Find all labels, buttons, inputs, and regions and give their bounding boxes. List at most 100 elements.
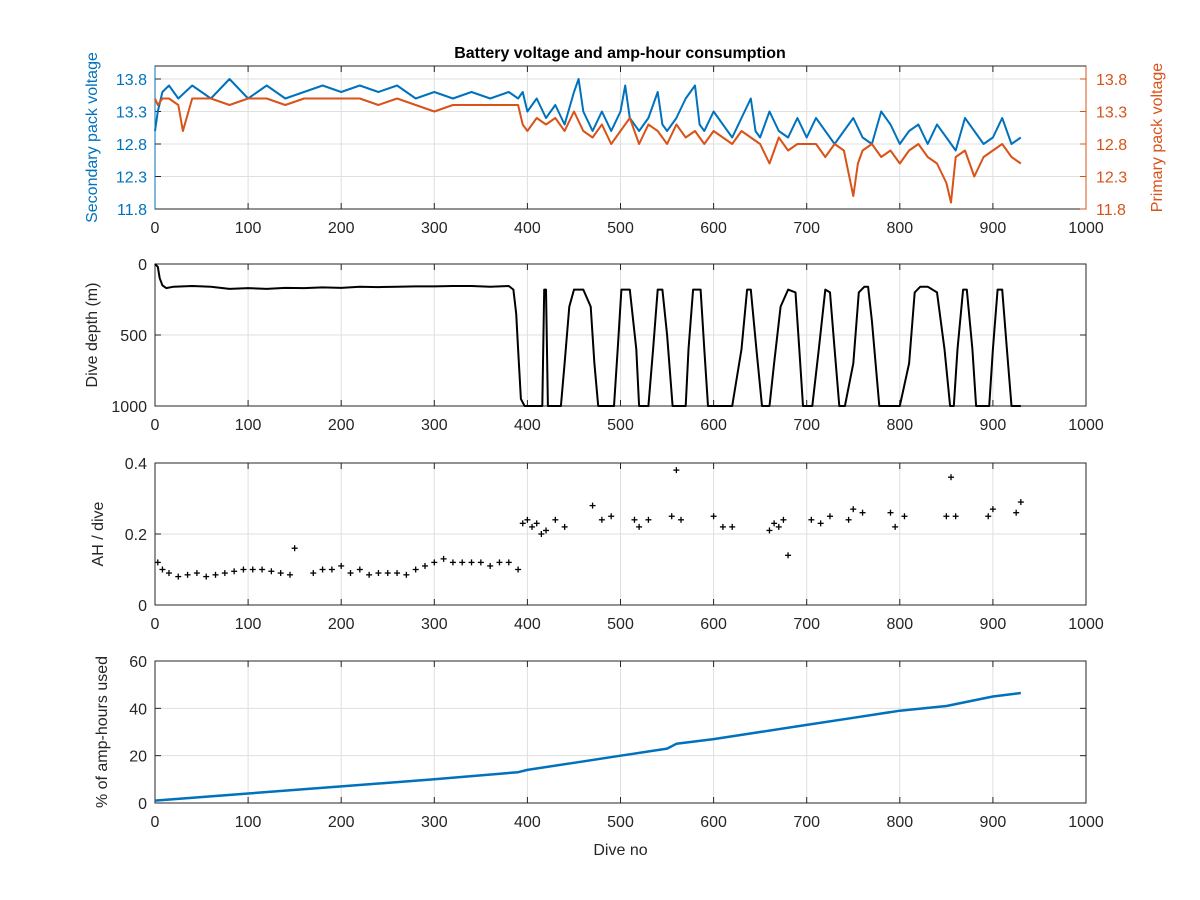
ah-point [449,559,456,566]
ah-point [468,559,475,566]
ah-point [887,509,894,516]
y-tick-label: 12.3 [116,170,147,187]
ah-point [375,570,382,577]
x-tick-label: 300 [421,616,448,633]
ah-point [394,570,401,577]
x-tick-label: 700 [793,616,820,633]
ah-point [203,573,210,580]
ah-point [892,523,899,530]
ah-point [356,566,363,573]
x-tick-label: 1000 [1068,417,1104,434]
ah-point [678,516,685,523]
ah-point [989,506,996,513]
ah-point [710,513,717,520]
primary-voltage-line [154,97,1022,204]
y-tick-label: 500 [120,328,147,345]
panel-2: 0 100 200 300 400 500 600 700 800 900 100005001000… [84,257,1104,434]
ah-point [543,527,550,534]
ah-point [552,516,559,523]
x-tick-label: 700 [793,417,820,434]
x-tick-label: 100 [235,417,262,434]
ah-point [477,559,484,566]
y-tick-label: 0.2 [125,527,147,544]
y-axis-label: % of amp-hours used [94,656,111,808]
x-tick-label: 400 [514,814,541,831]
x-tick-label: 400 [514,417,541,434]
ah-point [184,571,191,578]
ah-point [519,520,526,527]
panel-1: 0 100 200 300 400 500 600 700 800 900 100011.812.3… [84,52,1166,237]
y-axis-label-left: Secondary pack voltage [84,52,101,223]
secondary-voltage-line [154,78,1022,152]
ah-point [319,566,326,573]
ah-point [1013,509,1020,516]
ah-point [766,527,773,534]
ah-point [631,516,638,523]
x-tick-label: 900 [980,220,1007,237]
ah-point [221,570,228,577]
ah-point [175,573,182,580]
ah-point [384,570,391,577]
x-tick-label: 600 [700,417,727,434]
dive-depth-line [154,263,1021,407]
x-tick-label: 100 [235,616,262,633]
ah-point [440,555,447,562]
x-tick-label: 200 [328,417,355,434]
ah-point [240,566,247,573]
y-tick-label: 40 [129,701,147,718]
ah-point [505,559,512,566]
ah-point [193,570,200,577]
x-tick-label: 400 [514,616,541,633]
x-tick-label: 600 [700,220,727,237]
x-tick-label: 800 [886,616,913,633]
y-axis-label: Dive depth (m) [84,283,101,388]
y-tick-label: 0 [138,257,147,274]
y-tick-label: 11.8 [117,202,147,219]
ah-point [277,570,284,577]
ah-point [538,531,545,537]
x-tick-label: 800 [886,220,913,237]
ah-point [403,571,410,578]
ah-point [165,570,172,577]
ah-point [608,513,615,520]
y-tick-label: 0 [138,796,147,813]
ah-point [948,474,955,481]
ah-point [845,516,852,523]
x-tick-label: 700 [793,814,820,831]
y-right-tick-label: 13.8 [1096,72,1127,89]
x-tick-label: 500 [607,220,634,237]
y-tick-label: 60 [129,654,147,671]
ah-point [859,509,866,516]
ah-point [668,513,675,520]
x-tick-label: 300 [421,814,448,831]
ah-point [850,506,857,513]
ah-point [231,568,238,575]
ah-point [259,566,266,573]
y-tick-label: 12.8 [116,137,147,154]
y-tick-label: 0.4 [125,456,147,473]
x-tick-label: 100 [235,220,262,237]
ah-point [780,516,787,523]
x-tick-label: 200 [328,616,355,633]
ah-point [533,520,540,527]
y-tick-label: 1000 [111,399,147,416]
x-tick-label: 500 [607,417,634,434]
x-tick-label: 900 [980,814,1007,831]
ah-point [515,566,522,573]
x-tick-label: 200 [328,220,355,237]
x-tick-label: 900 [980,616,1007,633]
ah-point [328,566,335,573]
amp-hours-used-line [154,691,1021,802]
x-tick-label: 500 [607,814,634,831]
ah-point [154,559,161,566]
ah-point [808,516,815,523]
ah-point [719,523,726,530]
ah-point [347,570,354,577]
ah-point [561,523,568,530]
ah-point [901,513,908,520]
y-axis-label: AH / dive [90,501,107,566]
ah-point [589,502,596,509]
ah-point [826,513,833,520]
x-tick-label: 1000 [1068,220,1104,237]
